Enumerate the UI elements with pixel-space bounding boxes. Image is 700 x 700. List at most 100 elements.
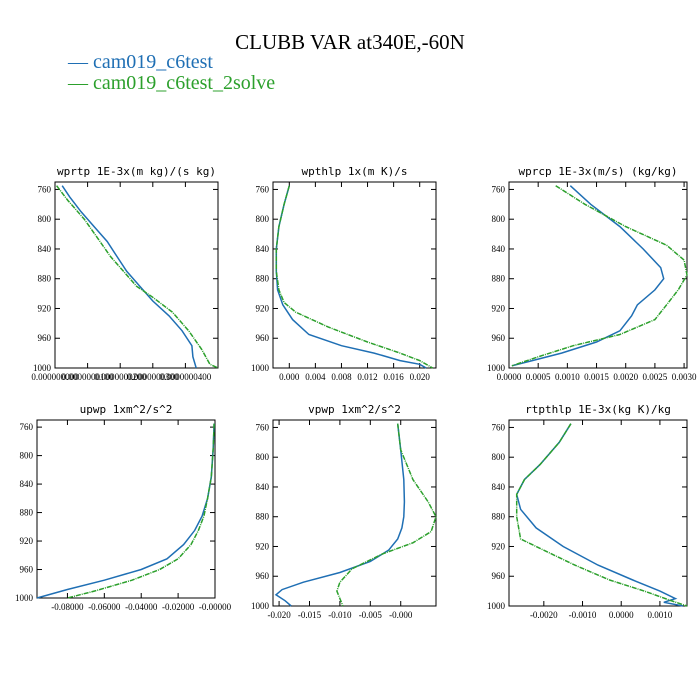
series-line-c6test-2solve — [56, 185, 219, 369]
x-tick-label: -0.015 — [298, 610, 322, 620]
y-tick-label: 760 — [38, 184, 52, 194]
x-tick-label: 0.0000000200 — [94, 372, 146, 382]
series-line-c6test — [36, 423, 215, 599]
y-tick-label: 840 — [38, 244, 52, 254]
x-tick-label: 0.004 — [305, 372, 326, 382]
plot-frame — [54, 181, 219, 369]
x-tick-label: 0.0000 — [609, 610, 634, 620]
x-tick-label: 0.0000 — [497, 372, 522, 382]
x-tick-label: 0.0000000400 — [160, 372, 212, 382]
x-tick-label: -0.02000 — [162, 602, 195, 612]
x-tick-label: -0.04000 — [125, 602, 158, 612]
y-tick-label: 840 — [256, 244, 270, 254]
series-line-c6test-2solve — [336, 423, 437, 607]
series-line-c6test — [275, 185, 427, 369]
x-tick-label: 0.0015 — [584, 372, 609, 382]
series-line-c6test-2solve — [515, 423, 688, 607]
y-tick-label: 960 — [20, 565, 34, 575]
y-tick-label: 840 — [20, 479, 34, 489]
x-tick-label: -0.020 — [267, 610, 291, 620]
x-tick-label: 0.0030 — [672, 372, 697, 382]
panel-title: vpwp 1xm^2/s^2 — [308, 403, 401, 416]
y-tick-label: 920 — [492, 541, 506, 551]
series-line-c6test-2solve — [67, 423, 215, 599]
y-tick-label: 960 — [492, 333, 506, 343]
x-tick-label: -0.000 — [389, 610, 413, 620]
x-tick-label: -0.06000 — [88, 602, 121, 612]
series-line-c6test — [515, 423, 684, 607]
y-tick-label: 1000 — [15, 593, 34, 603]
x-tick-label: 0.0025 — [643, 372, 668, 382]
series-line-c6test — [274, 423, 406, 607]
x-tick-label: -0.005 — [359, 610, 383, 620]
x-tick-label: 0.016 — [383, 372, 404, 382]
figure-title: CLUBB VAR at340E,-60N — [235, 30, 465, 54]
y-tick-label: 760 — [492, 422, 506, 432]
x-tick-label: 0.020 — [410, 372, 431, 382]
y-tick-label: 800 — [20, 451, 34, 461]
y-tick-label: 1000 — [33, 363, 52, 373]
y-tick-label: 800 — [492, 452, 506, 462]
legend-entry-c6test: — cam019_c6test — [68, 51, 213, 73]
x-tick-label: -0.00000 — [199, 602, 232, 612]
series-line-c6test-2solve — [275, 185, 434, 369]
y-tick-label: 800 — [492, 214, 506, 224]
y-tick-label: 760 — [492, 184, 506, 194]
y-tick-label: 920 — [20, 536, 34, 546]
legend-entry-c6test-2solve: — cam019_c6test_2solve — [68, 72, 276, 94]
panel-title: wprcp 1E-3x(m/s) (kg/kg) — [519, 165, 678, 178]
plot-frame — [508, 419, 688, 607]
chart-panel-5: vpwp 1xm^2/s^27608008408809209601000-0.0… — [251, 403, 437, 620]
y-tick-label: 880 — [492, 274, 506, 284]
y-tick-label: 840 — [492, 482, 506, 492]
y-tick-label: 1000 — [251, 363, 270, 373]
y-tick-label: 920 — [38, 303, 52, 313]
x-tick-label: 0.0010 — [555, 372, 580, 382]
plot-frame — [272, 419, 437, 607]
y-tick-label: 880 — [256, 512, 270, 522]
plot-frame — [272, 181, 437, 369]
y-tick-label: 880 — [38, 274, 52, 284]
chart-panel-1: wprtp 1E-3x(m kg)/(s kg) 760 800 840 880 920 9… — [31, 165, 219, 382]
series-line-c6test-2solve — [511, 185, 688, 367]
y-tick-label: 920 — [256, 303, 270, 313]
y-tick-label: 760 — [20, 422, 34, 432]
y-tick-label: 800 — [256, 214, 270, 224]
x-tick-label: -0.08000 — [51, 602, 84, 612]
y-tick-label: 840 — [256, 482, 270, 492]
y-tick-label: 960 — [256, 333, 270, 343]
x-tick-label: 0.0005 — [526, 372, 551, 382]
series-line-c6test — [511, 185, 665, 367]
x-tick-label: 0.008 — [331, 372, 352, 382]
x-tick-label: -0.0020 — [530, 610, 558, 620]
series-line-c6test — [61, 185, 197, 369]
y-tick-label: 960 — [256, 571, 270, 581]
y-tick-label: 760 — [256, 422, 270, 432]
plot-frame — [36, 419, 216, 599]
chart-panel-2: wpthlp 1x(m K)/s 760 800 840 880 920 960 1000 0.… — [251, 165, 437, 382]
y-tick-label: 800 — [38, 214, 52, 224]
x-tick-label: 0.0020 — [613, 372, 638, 382]
x-tick-label: 0.012 — [357, 372, 377, 382]
chart-panel-3: wprcp 1E-3x(m/s) (kg/kg) 760 800 840 880 920 9… — [487, 165, 697, 382]
panel-title: wpthlp 1x(m K)/s — [302, 165, 408, 178]
panel-title: upwp 1xm^2/s^2 — [80, 403, 173, 416]
x-tick-label: 0.0000000300 — [127, 372, 179, 382]
y-tick-label: 840 — [492, 244, 506, 254]
x-tick-label: -0.010 — [328, 610, 352, 620]
x-tick-label: 0.000000000 — [31, 372, 79, 382]
x-tick-label: 0.0000000100 — [62, 372, 114, 382]
y-tick-label: 880 — [492, 512, 506, 522]
chart-panel-6: rtpthlp 1E-3x(kg K)/kg 760 800 840 880 920 960… — [487, 403, 688, 620]
y-tick-label: 920 — [256, 541, 270, 551]
y-tick-label: 1000 — [487, 363, 506, 373]
x-tick-label: 0.0010 — [648, 610, 673, 620]
y-tick-label: 880 — [256, 274, 270, 284]
panel-title: wprtp 1E-3x(m kg)/(s kg) — [57, 165, 216, 178]
y-tick-label: 960 — [38, 333, 52, 343]
y-tick-label: 920 — [492, 303, 506, 313]
x-tick-label: -0.0010 — [569, 610, 597, 620]
y-tick-label: 760 — [256, 184, 270, 194]
panel-title: rtpthlp 1E-3x(kg K)/kg — [525, 403, 671, 416]
